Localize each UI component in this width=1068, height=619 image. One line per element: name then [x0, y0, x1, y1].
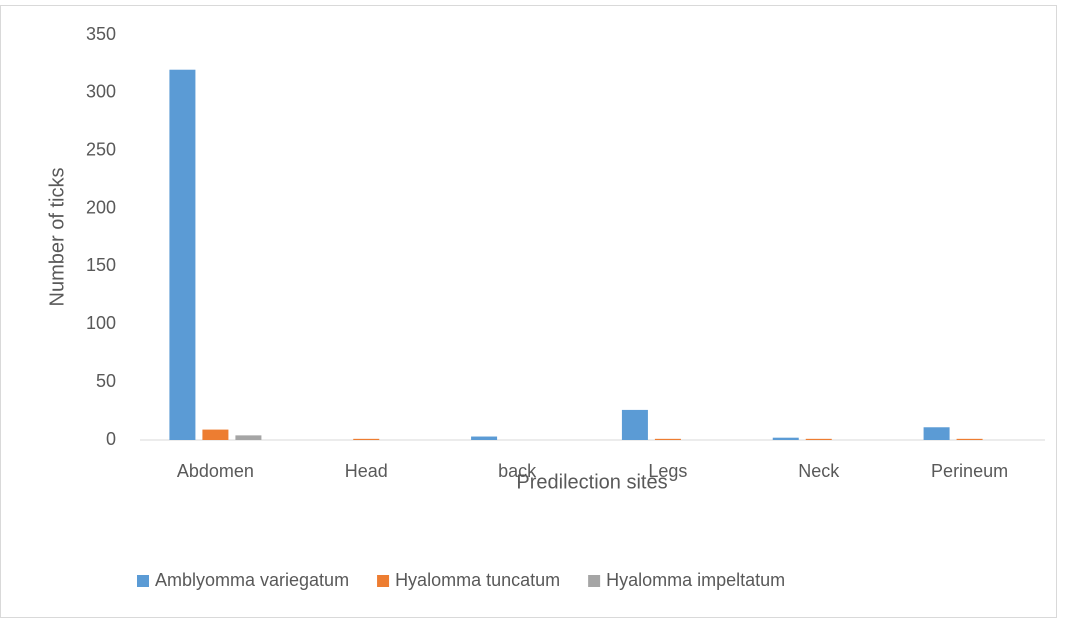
y-tick-label: 200: [86, 197, 116, 217]
bar: [235, 435, 262, 440]
bar: [956, 438, 983, 440]
y-axis-label: Number of ticks: [46, 168, 68, 307]
y-tick-label: 100: [86, 313, 116, 333]
x-axis-label: Predilection sites: [516, 471, 667, 493]
legend-swatch: [137, 575, 149, 587]
bar: [923, 427, 950, 440]
x-tick-label: back: [498, 461, 537, 481]
x-tick-label: Legs: [648, 461, 687, 481]
chart-border: [0, 5, 1057, 618]
bar: [772, 437, 799, 440]
bar: [654, 438, 681, 440]
bar: [471, 436, 498, 440]
bar: [202, 429, 229, 440]
x-tick-label: Perineum: [931, 461, 1008, 481]
legend-label: Amblyomma variegatum: [155, 570, 349, 590]
y-tick-label: 0: [106, 429, 116, 449]
legend-label: Hyalomma tuncatum: [395, 570, 560, 590]
y-tick-label: 350: [86, 24, 116, 44]
bar: [805, 438, 832, 440]
legend-swatch: [377, 575, 390, 587]
y-tick-label: 150: [86, 255, 116, 275]
x-tick-label: Abdomen: [177, 461, 254, 481]
y-tick-label: 50: [96, 371, 116, 391]
x-tick-label: Head: [345, 461, 388, 481]
y-tick-label: 300: [86, 82, 116, 102]
bar: [169, 69, 196, 440]
x-tick-label: Neck: [798, 461, 840, 481]
bar: [621, 409, 648, 440]
legend-swatch: [588, 575, 601, 587]
legend-label: Hyalomma impeltatum: [606, 570, 785, 590]
y-tick-label: 250: [86, 139, 116, 159]
bar: [353, 438, 380, 440]
